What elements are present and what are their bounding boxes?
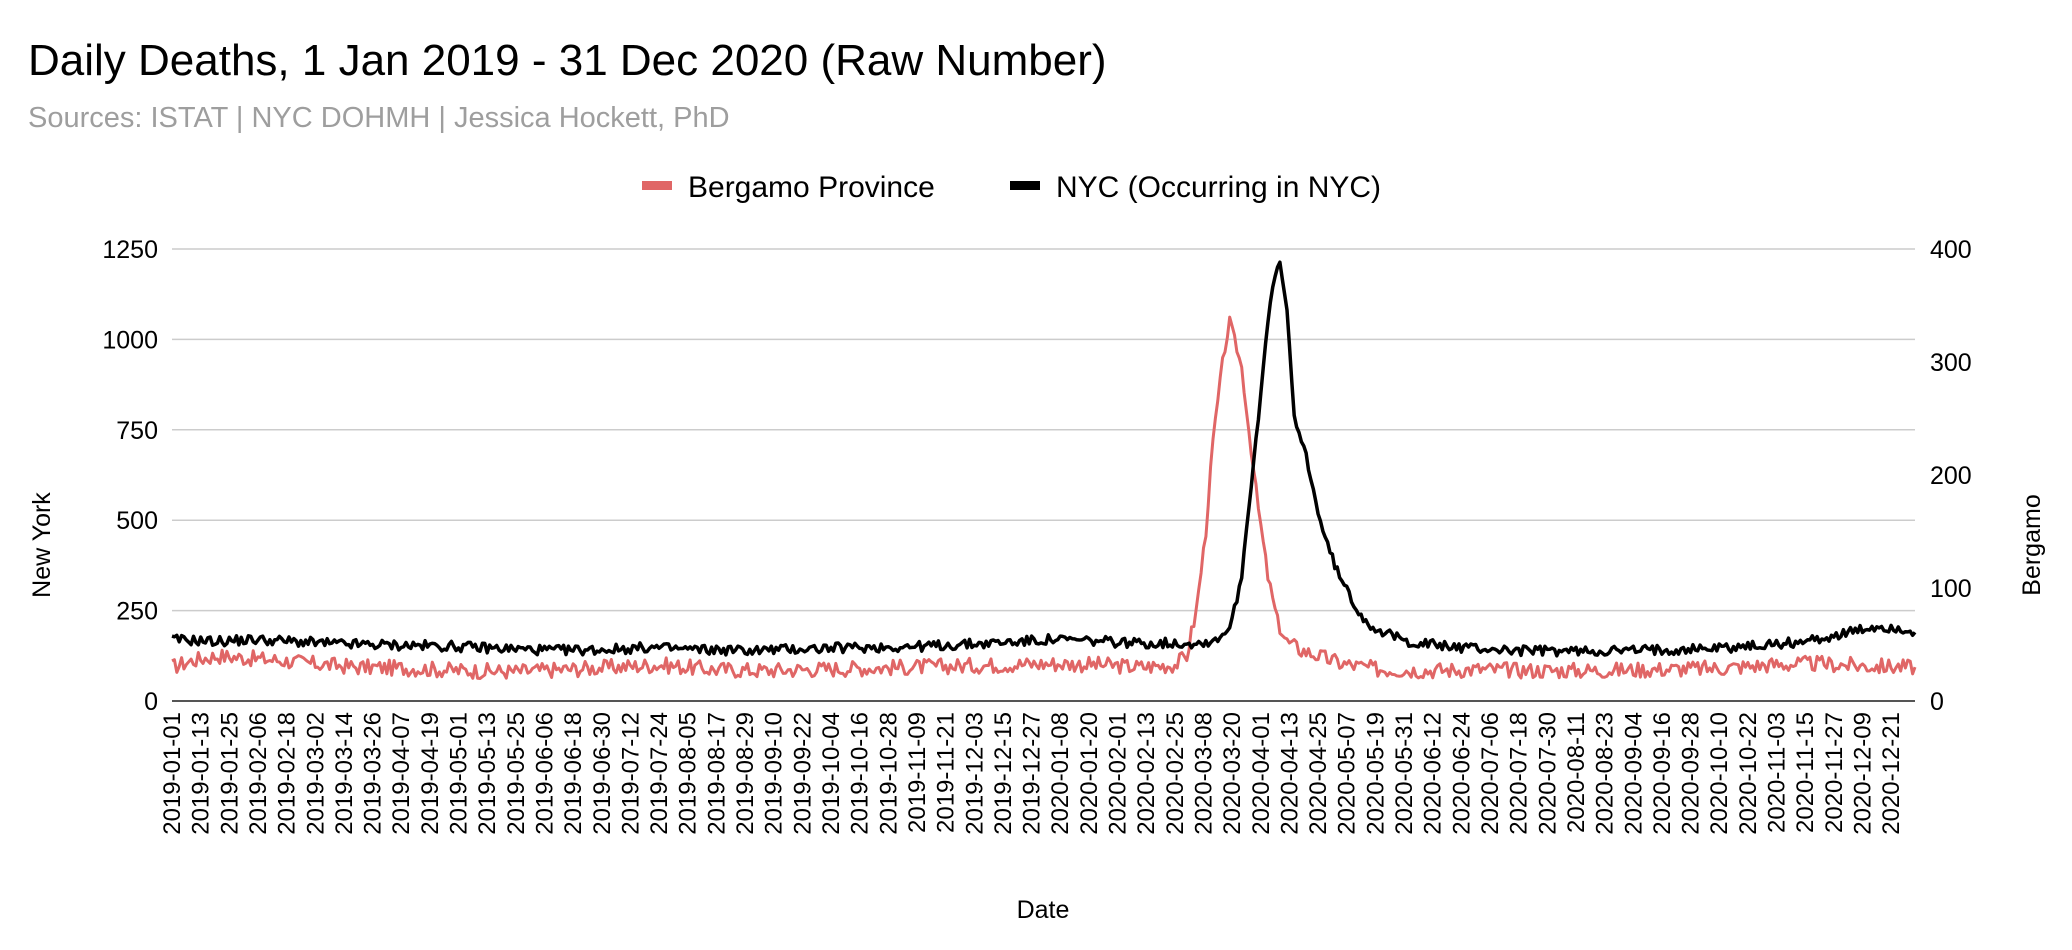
chart-legend: Bergamo Province NYC (Occurring in NYC)	[642, 171, 1381, 204]
x-tick-label: 2020-07-06	[1477, 712, 1504, 835]
x-tick-label: 2020-03-20	[1219, 712, 1246, 835]
x-tick-label: 2020-11-15	[1792, 712, 1819, 833]
x-tick-label: 2020-07-30	[1534, 712, 1561, 835]
x-tick-label: 2019-08-05	[675, 712, 702, 835]
x-tick-label: 2019-06-30	[589, 712, 616, 835]
x-tick-label: 2020-05-07	[1334, 712, 1361, 835]
x-axis-label: Date	[1017, 896, 1070, 924]
y-axis-left-ticks: 0 250 500 750 1000 1250	[102, 236, 158, 716]
y-tick-label-left: 1000	[102, 326, 158, 354]
y-tick-label-right: 400	[1930, 236, 1972, 264]
series-line-bergamo	[171, 315, 1917, 680]
x-tick-label: 2020-02-13	[1133, 712, 1160, 835]
series-line-nyc	[171, 260, 1917, 658]
chart-subtitle: Sources: ISTAT | NYC DOHMH | Jessica Hoc…	[28, 102, 730, 134]
x-tick-label: 2020-03-08	[1190, 712, 1217, 835]
x-tick-label: 2020-10-22	[1735, 712, 1762, 835]
y-axis-right-ticks: 0 100 200 300 400	[1930, 236, 1972, 716]
y-tick-label-left: 1250	[102, 236, 158, 264]
y-axis-right-label: Bergamo	[2018, 494, 2046, 595]
y-tick-label-right: 0	[1930, 688, 1944, 716]
legend-swatch-nyc	[1010, 181, 1040, 190]
x-tick-label: 2019-01-13	[188, 712, 215, 835]
x-tick-label: 2019-02-18	[274, 712, 301, 835]
legend-label-bergamo: Bergamo Province	[688, 171, 935, 204]
y-tick-label-left: 500	[116, 507, 158, 535]
x-tick-label: 2020-01-20	[1076, 712, 1103, 835]
x-tick-label: 2020-05-31	[1391, 712, 1418, 835]
x-tick-label: 2020-04-25	[1305, 712, 1332, 835]
x-axis-ticks: 2019-01-01 2019-01-13 2019-01-25 2019-02-06…	[159, 712, 1905, 835]
x-tick-label: 2019-06-06	[531, 712, 558, 835]
x-tick-label: 2020-05-19	[1362, 712, 1389, 835]
x-tick-label: 2019-11-21	[933, 712, 960, 833]
x-tick-label: 2019-05-01	[446, 712, 473, 835]
x-tick-label: 2019-10-28	[875, 712, 902, 835]
x-tick-label: 2019-09-10	[761, 712, 788, 835]
x-tick-label: 2020-04-01	[1248, 712, 1275, 835]
x-tick-label: 2020-04-13	[1276, 712, 1303, 835]
x-tick-label: 2019-04-19	[417, 712, 444, 835]
x-tick-label: 2019-04-07	[388, 712, 415, 835]
y-tick-label-right: 300	[1930, 349, 1972, 377]
x-tick-label: 2020-06-12	[1420, 712, 1447, 835]
x-tick-label: 2020-01-08	[1047, 712, 1074, 835]
x-tick-label: 2019-05-13	[474, 712, 501, 835]
x-tick-label: 2020-02-25	[1162, 712, 1189, 835]
y-tick-label-right: 100	[1930, 575, 1972, 603]
x-tick-label: 2019-11-09	[904, 712, 931, 833]
x-tick-label: 2019-05-25	[503, 712, 530, 835]
x-tick-label: 2020-09-16	[1649, 712, 1676, 835]
legend-swatch-bergamo	[642, 181, 672, 190]
x-tick-label: 2019-07-12	[617, 712, 644, 835]
x-tick-label: 2019-09-22	[789, 712, 816, 835]
x-tick-label: 2019-12-27	[1019, 712, 1046, 835]
x-tick-label: 2019-07-24	[646, 712, 673, 835]
x-tick-label: 2020-11-03	[1764, 712, 1791, 833]
y-tick-label-left: 0	[144, 688, 158, 716]
x-tick-label: 2020-02-01	[1105, 712, 1132, 835]
x-tick-label: 2019-03-14	[331, 712, 358, 835]
x-tick-label: 2019-10-04	[818, 712, 845, 835]
x-tick-label: 2019-08-17	[703, 712, 730, 835]
y-tick-label-right: 200	[1930, 462, 1972, 490]
x-tick-label: 2019-02-06	[245, 712, 272, 835]
x-tick-label: 2019-10-16	[847, 712, 874, 835]
y-axis-left-label: New York	[28, 492, 56, 598]
y-tick-label-left: 250	[116, 598, 158, 626]
x-tick-label: 2020-12-09	[1849, 712, 1876, 835]
x-tick-label: 2020-06-24	[1448, 712, 1475, 835]
series-lines	[171, 260, 1917, 680]
y-tick-label-left: 750	[116, 417, 158, 445]
x-tick-label: 2019-12-15	[990, 712, 1017, 835]
x-tick-label: 2019-06-18	[560, 712, 587, 835]
x-tick-label: 2019-03-02	[302, 712, 329, 835]
x-tick-label: 2020-08-23	[1592, 712, 1619, 835]
x-tick-label: 2019-01-01	[159, 712, 186, 835]
x-tick-label: 2019-03-26	[360, 712, 387, 835]
gridlines	[172, 248, 1915, 702]
x-tick-label: 2020-09-28	[1678, 712, 1705, 835]
chart-title: Daily Deaths, 1 Jan 2019 - 31 Dec 2020 (…	[28, 36, 1107, 85]
x-tick-label: 2020-11-27	[1821, 712, 1848, 833]
x-tick-label: 2020-10-10	[1706, 712, 1733, 835]
x-tick-label: 2020-08-11	[1563, 712, 1590, 833]
x-tick-label: 2019-08-29	[732, 712, 759, 835]
x-tick-label: 2019-12-03	[961, 712, 988, 835]
x-tick-label: 2020-12-21	[1878, 712, 1905, 835]
legend-label-nyc: NYC (Occurring in NYC)	[1056, 171, 1381, 204]
x-tick-label: 2020-09-04	[1620, 712, 1647, 835]
x-tick-label: 2019-01-25	[216, 712, 243, 835]
x-tick-label: 2020-07-18	[1506, 712, 1533, 835]
